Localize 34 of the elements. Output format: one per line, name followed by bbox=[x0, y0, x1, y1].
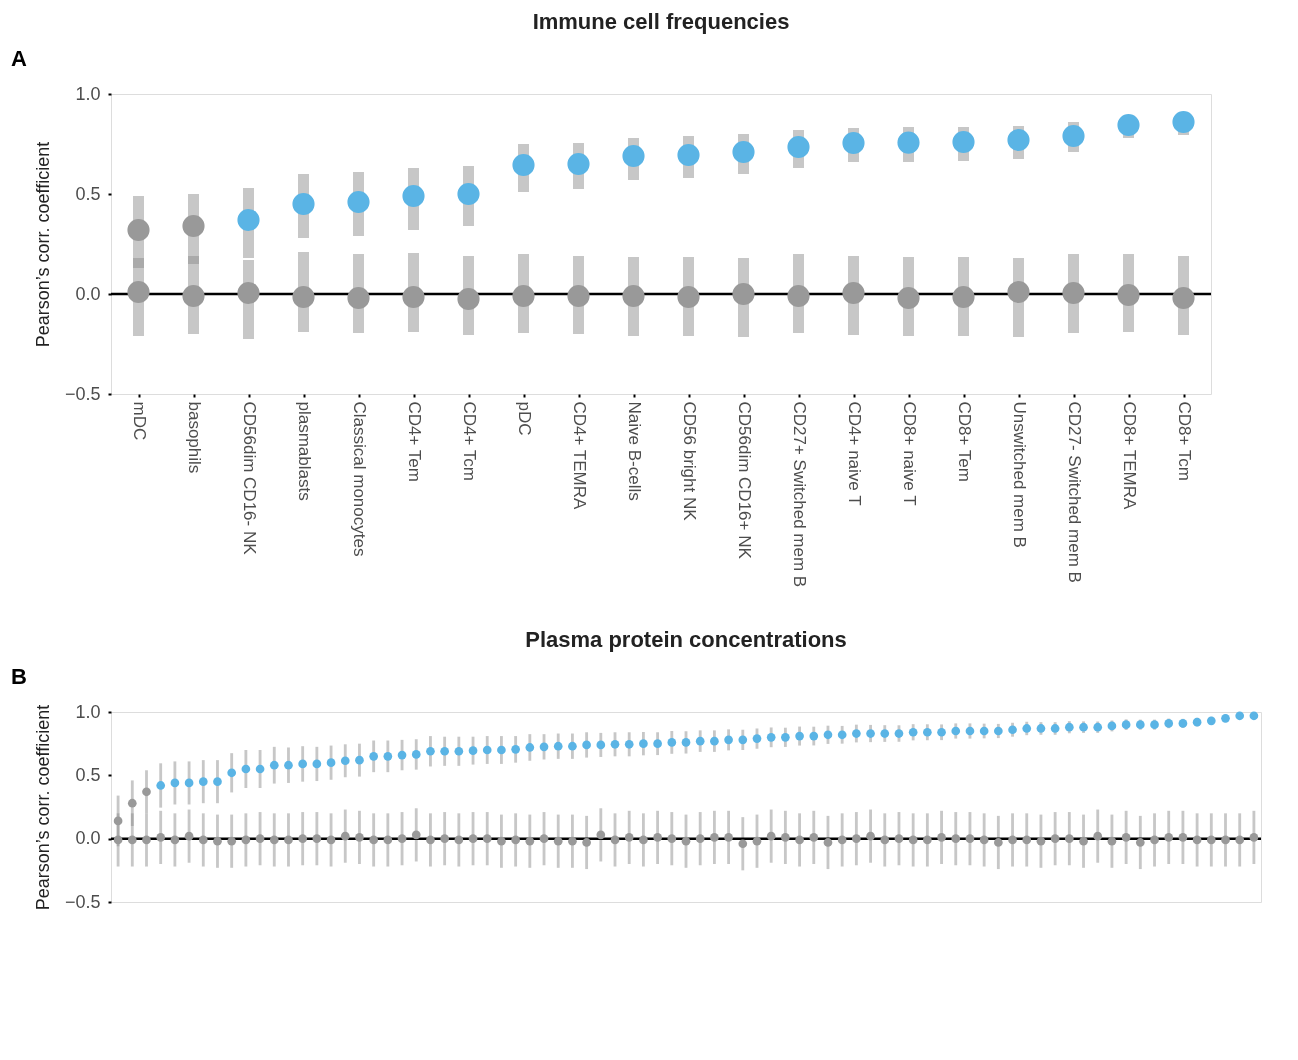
y-tick-label: 0.5 bbox=[75, 764, 101, 785]
x-tick-label: Unswitched mem B bbox=[1010, 401, 1029, 548]
y-tick-label: −0.5 bbox=[64, 891, 101, 912]
x-tick-label: CD4+ naive T bbox=[845, 401, 864, 506]
x-tick-label: CD8+ naive T bbox=[900, 401, 919, 506]
x-tick-label: CD56 bright NK bbox=[680, 401, 699, 522]
x-tick-label: CD27- Switched mem B bbox=[1065, 401, 1084, 583]
y-tick-label: 0.5 bbox=[75, 183, 101, 204]
x-tick-label: CD4+ Tcm bbox=[460, 401, 479, 482]
x-tick-label: Naive B-cells bbox=[625, 401, 644, 501]
y-tick-label: −0.5 bbox=[64, 383, 101, 404]
x-tick-label: pDC bbox=[515, 401, 534, 436]
x-tick-label: Classical monocytes bbox=[350, 401, 369, 557]
text: A bbox=[11, 46, 27, 71]
x-tick-label: CD56dim CD16- NK bbox=[240, 401, 259, 556]
y-tick-label: 0.0 bbox=[75, 283, 101, 304]
y-tick-label: 0.0 bbox=[75, 828, 101, 849]
chart-title: Immune cell frequencies bbox=[532, 9, 790, 34]
y-tick-label: 1.0 bbox=[75, 701, 101, 722]
x-tick-label: mDC bbox=[130, 401, 149, 441]
x-tick-label: CD8+ TEMRA bbox=[1120, 401, 1139, 511]
x-tick-label: CD4+ Tem bbox=[405, 401, 424, 482]
x-tick-label: CD8+ Tcm bbox=[1175, 401, 1194, 482]
x-tick-label: CD8+ Tem bbox=[955, 401, 974, 482]
y-axis-title: Pearson’s corr. coefficient bbox=[32, 704, 53, 911]
y-axis-title: Pearson’s corr. coefficient bbox=[32, 141, 53, 348]
x-tick-label: CD56dim CD16+ NK bbox=[735, 401, 754, 560]
y-tick-label: 1.0 bbox=[75, 83, 101, 104]
x-tick-label: CD4+ TEMRA bbox=[570, 401, 589, 511]
x-tick-label: basophils bbox=[185, 401, 204, 474]
chart-title: Plasma protein concentrations bbox=[525, 627, 847, 652]
x-tick-label: CD27+ Switched mem B bbox=[790, 401, 809, 588]
text: B bbox=[11, 664, 27, 689]
x-tick-label: plasmablasts bbox=[295, 401, 314, 501]
